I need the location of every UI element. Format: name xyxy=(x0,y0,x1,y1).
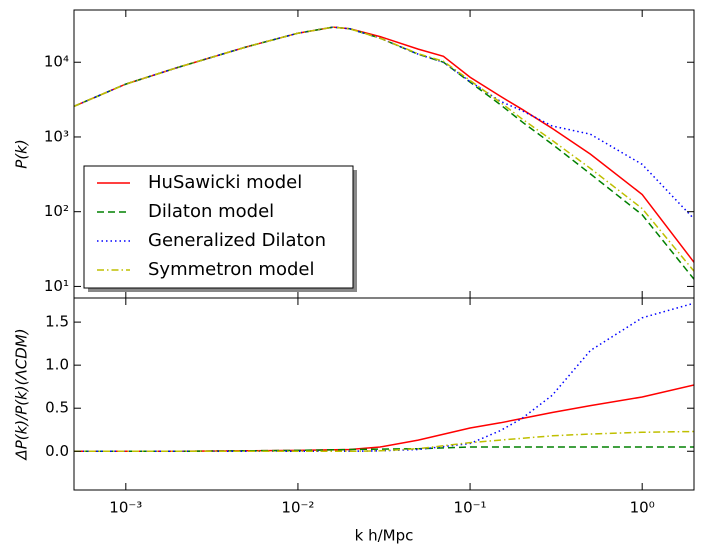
y-tick-label: 10³ xyxy=(44,127,69,145)
x-tick-label: 10⁻³ xyxy=(109,499,142,517)
y-axis-label: P(k) xyxy=(13,139,31,168)
y-tick-label: 0.0 xyxy=(45,442,69,460)
plot-lines xyxy=(74,302,694,453)
series-line xyxy=(74,26,694,272)
plot-lines xyxy=(74,26,694,280)
plot-frame xyxy=(73,297,695,491)
legend-label: HuSawicki model xyxy=(148,172,302,193)
x-tick-label: 10⁰ xyxy=(630,499,655,517)
y-tick-label: 10¹ xyxy=(44,277,69,295)
y-tick-label: 10² xyxy=(44,202,69,220)
y-tick-label: 0.5 xyxy=(45,399,69,417)
y-tick-label: 10⁴ xyxy=(44,53,69,71)
x-tick-label: 10⁻¹ xyxy=(454,499,487,517)
y-axis-label: ΔP(k)/P(k)(ΛCDM) xyxy=(13,328,31,460)
y-tick-label: 1.0 xyxy=(45,356,69,374)
legend xyxy=(83,165,354,289)
series-line xyxy=(74,430,694,453)
legend-label: Symmetron model xyxy=(148,259,314,280)
x-tick-label: 10⁻² xyxy=(281,499,314,517)
x-axis-label: k h/Mpc xyxy=(355,527,414,545)
legend-label: Generalized Dilaton xyxy=(148,230,326,251)
y-tick-label: 1.5 xyxy=(45,313,69,331)
series-line xyxy=(74,26,694,220)
legend-label: Dilaton model xyxy=(148,201,274,222)
